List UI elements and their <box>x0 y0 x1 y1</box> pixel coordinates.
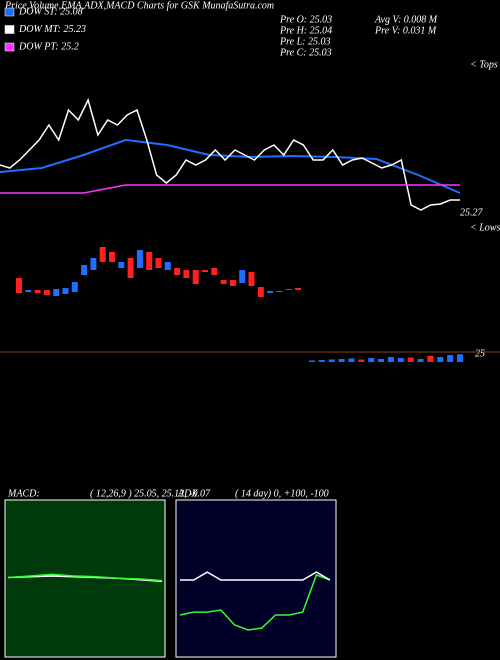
panel-title: MACD: <box>7 488 40 499</box>
adx-panel <box>175 499 337 658</box>
volume-bar <box>358 359 365 362</box>
legend-swatch <box>4 25 15 34</box>
legend-swatch <box>4 42 15 52</box>
volume-label: 25 <box>475 348 485 359</box>
candle-body <box>34 290 41 293</box>
volume-bar <box>447 355 454 362</box>
line-series <box>7 573 163 582</box>
line-series <box>179 574 331 631</box>
legend-label: DOW PT: 25.2 <box>18 41 79 52</box>
legend-swatch <box>4 7 15 17</box>
candle-body <box>118 262 125 268</box>
volume-bar <box>368 358 375 362</box>
info-text: Pre O: 25.03 <box>279 14 332 25</box>
info-text: Pre V: 0.031 M <box>374 25 437 36</box>
legend-label: DOW MT: 25.23 <box>18 24 86 35</box>
candle-body <box>267 291 274 293</box>
candle-body <box>229 280 236 286</box>
candle-body <box>164 262 171 270</box>
candle-body <box>202 270 208 272</box>
line-series <box>180 571 331 581</box>
volume-bar <box>309 360 315 362</box>
volume-bar <box>378 359 385 362</box>
candle-body <box>62 288 69 294</box>
candle-body <box>136 250 143 268</box>
volume-bar <box>417 359 424 362</box>
volume-bar <box>348 358 355 362</box>
info-text: Pre L: 25.03 <box>279 36 330 47</box>
page-title: Price,Volume,EMA,ADX,MACD Charts for GSK… <box>4 0 274 11</box>
candle-body <box>276 291 283 292</box>
line-series <box>0 97 460 211</box>
candle-body <box>90 258 97 270</box>
panel-subtitle: ( 14 day) 0, +100, -100 <box>235 488 329 499</box>
candle-body <box>43 290 50 295</box>
candle-body <box>285 289 292 290</box>
candle-body <box>127 258 134 278</box>
info-text: Avg V: 0.008 M <box>374 14 438 25</box>
volume-bar <box>437 357 444 362</box>
candle-body <box>239 270 246 283</box>
candle-body <box>99 247 106 262</box>
volume-bar <box>457 354 463 362</box>
candle-body <box>192 270 199 284</box>
candle-body <box>155 258 162 268</box>
price-label: 25.27 <box>460 207 484 218</box>
volume-bar <box>427 356 434 362</box>
candle-body <box>257 287 264 297</box>
info-text: Pre H: 25.04 <box>279 25 332 36</box>
candle-body <box>109 252 115 262</box>
volume-bar <box>318 360 325 362</box>
candle-body <box>211 268 218 275</box>
candle-body <box>81 265 88 275</box>
candle-body <box>146 252 153 270</box>
candle-body <box>295 288 301 290</box>
candle-body <box>220 280 227 284</box>
candle-body <box>248 272 255 286</box>
candle-body <box>53 289 60 296</box>
volume-bar <box>338 359 345 362</box>
volume-bar <box>328 359 335 362</box>
volume-bar <box>397 358 404 362</box>
candle-body <box>25 290 32 292</box>
candle-body <box>183 270 190 278</box>
volume-bar <box>387 357 394 362</box>
info-text: Pre C: 25.03 <box>279 47 332 58</box>
candle-body <box>174 268 181 275</box>
lows-label: < Lows <box>470 222 500 233</box>
volume-bar <box>407 357 414 362</box>
legend-label: DOW ST: 25.08 <box>18 6 83 17</box>
candle-body <box>16 278 22 293</box>
panel-subtitle: ( 12,26,9 ) 25.05, 25.12, -0.07 <box>90 488 211 499</box>
candle-body <box>71 282 78 292</box>
line-series <box>0 184 460 194</box>
tops-label: < Tops <box>470 59 498 70</box>
panel-title: ADX <box>177 488 198 499</box>
